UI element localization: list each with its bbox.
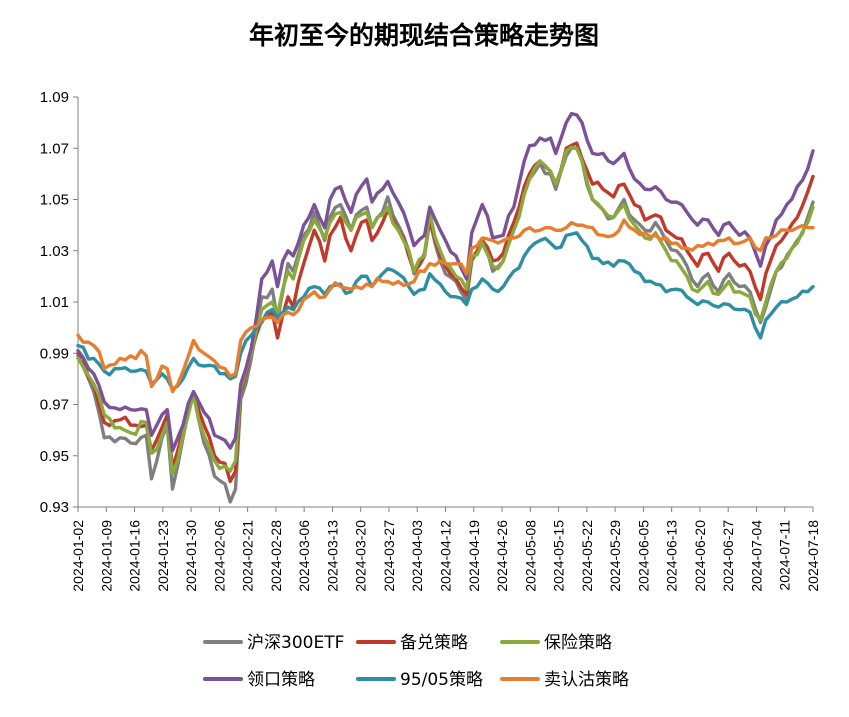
x-tick-label: 2024-03-13 — [324, 520, 340, 592]
x-tick-label: 2024-01-16 — [127, 520, 143, 592]
x-tick-label: 2024-02-06 — [211, 520, 227, 592]
x-tick-label: 2024-05-08 — [522, 520, 538, 592]
y-tick-label: 1.03 — [40, 243, 69, 260]
legend-label: 备兑策略 — [400, 633, 468, 653]
x-tick-label: 2024-04-19 — [466, 520, 482, 592]
x-tick-label: 2024-03-27 — [381, 520, 397, 592]
series-line-protective-put — [76, 145, 815, 476]
x-tick-label: 2024-04-03 — [409, 520, 425, 592]
x-tick-label: 2024-02-28 — [268, 520, 284, 592]
x-tick-label: 2024-01-02 — [70, 520, 86, 592]
legend-label: 卖认沽策略 — [544, 670, 629, 690]
series-line-short-put — [76, 218, 815, 394]
x-tick-label: 2024-07-18 — [805, 520, 821, 592]
series-line-collar — [76, 111, 815, 453]
legend-label: 领口策略 — [247, 670, 315, 690]
x-tick-label: 2024-01-09 — [98, 520, 114, 592]
y-tick-label: 0.99 — [40, 345, 69, 362]
y-tick-label: 0.93 — [40, 499, 69, 516]
x-tick-label: 2024-05-15 — [551, 520, 567, 592]
x-tick-label: 2024-04-26 — [494, 520, 510, 592]
y-tick-label: 1.07 — [40, 140, 69, 157]
y-tick-label: 0.97 — [40, 397, 69, 414]
x-tick-label: 2024-02-21 — [240, 520, 256, 592]
x-tick-label: 2024-03-06 — [296, 520, 312, 592]
x-tick-label: 2024-06-20 — [692, 520, 708, 592]
x-tick-label: 2024-04-12 — [438, 520, 454, 592]
y-tick-label: 1.01 — [40, 294, 69, 311]
x-tick-label: 2024-01-30 — [183, 520, 199, 592]
x-tick-label: 2024-07-11 — [777, 520, 793, 591]
x-tick-label: 2024-05-22 — [579, 520, 595, 592]
legend-label: 保险策略 — [544, 633, 612, 653]
series-line-csi300 — [76, 146, 815, 504]
x-axis: 2024-01-02 2024-01-09 2024-01-16 2024-01-23… — [70, 506, 821, 592]
series-line-95-05 — [76, 231, 815, 391]
series-layer — [76, 111, 815, 504]
y-tick-label: 1.09 — [40, 89, 69, 106]
y-tick-label: 0.95 — [40, 448, 69, 465]
x-tick-label: 2024-01-23 — [155, 520, 171, 592]
x-tick-label: 2024-03-20 — [353, 520, 369, 592]
x-tick-label: 2024-06-13 — [664, 520, 680, 592]
x-tick-label: 2024-07-04 — [748, 520, 764, 592]
legend-label: 沪深300ETF — [247, 633, 344, 653]
series-line-covered-call — [76, 141, 815, 484]
y-tick-label: 1.05 — [40, 192, 69, 209]
legend-label: 95/05策略 — [400, 670, 483, 690]
x-tick-label: 2024-05-29 — [607, 520, 623, 592]
chart-title: 年初至今的期现结合策略走势图 — [249, 21, 599, 50]
x-tick-label: 2024-06-05 — [635, 520, 651, 592]
y-axis: 0.93 0.95 0.97 0.99 1.01 1.03 1.05 1.07 1.09 — [40, 89, 79, 516]
x-tick-label: 2024-06-27 — [720, 520, 736, 592]
